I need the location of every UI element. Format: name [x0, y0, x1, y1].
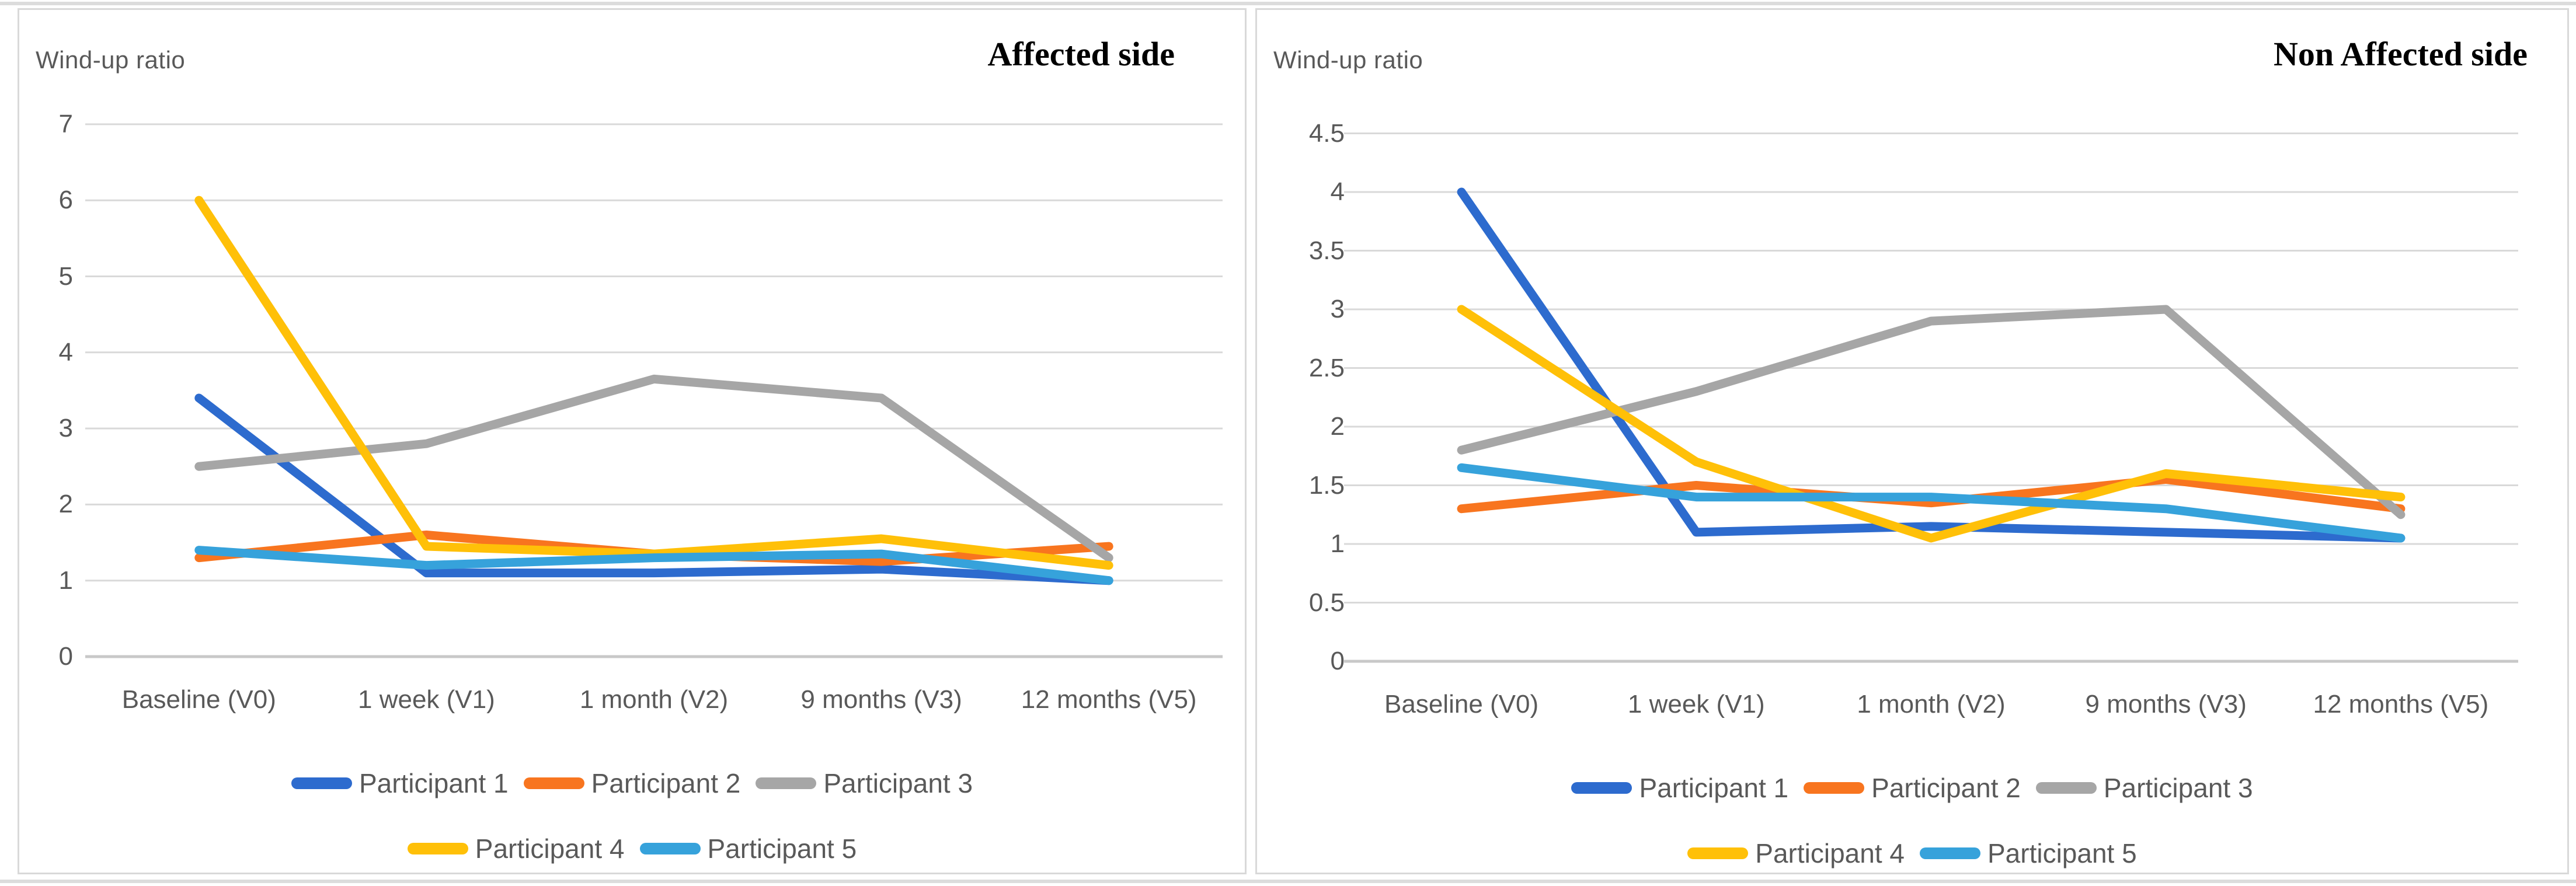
legend-label: Participant 2 [591, 768, 741, 798]
x-axis-label: 12 months (V5) [1021, 685, 1197, 714]
legend-label: Participant 1 [1639, 773, 1789, 803]
x-axis-label: 1 month (V2) [1857, 690, 2006, 718]
legend-swatch [1920, 847, 1980, 859]
legend-row: Participant 1 Participant 2 Participant 3 [291, 768, 973, 799]
series-line-participant-2 [1457, 475, 2406, 514]
x-axis-label: Baseline (V0) [1384, 690, 1539, 718]
figure-bottom-border [0, 880, 2576, 883]
y-axis-tick-label: 7 [58, 109, 73, 138]
chart-panel-non-affected-side: Wind-up ratio Non Affected side 0 0.5 1 1.5… [1255, 8, 2569, 874]
legend-swatch [523, 777, 584, 789]
legend-swatch [639, 843, 701, 854]
chart-title: Affected side [987, 35, 1175, 73]
chart-panel-affected-side: Wind-up ratio Affected side 0 1 2 3 4 5 6 7 Bas… [18, 8, 1247, 874]
y-axis-tick-label: 2 [58, 490, 73, 519]
series-line-participant-4 [1457, 305, 2406, 543]
x-axis-label: 1 week (V1) [358, 685, 495, 714]
figure-top-border [0, 2, 2576, 5]
x-axis-label: Baseline (V0) [121, 685, 276, 714]
legend-item-participant-3: Participant 3 [2035, 772, 2253, 804]
x-axis-label: 9 months (V3) [800, 685, 962, 714]
y-axis-tick-label: 1 [1330, 529, 1345, 558]
y-axis-tick-label: 0.5 [1308, 588, 1345, 617]
legend-item-participant-5: Participant 5 [1920, 838, 2137, 869]
y-axis-tick-label: 1.5 [1308, 470, 1345, 500]
legend-row: Participant 4 Participant 5 [1687, 838, 2137, 869]
legend-swatch [407, 843, 468, 854]
y-axis-tick-label: 4.5 [1308, 118, 1345, 148]
series-line-participant-5 [1457, 463, 2406, 543]
legend-item-participant-4: Participant 4 [407, 833, 625, 864]
legend-item-participant-5: Participant 5 [639, 833, 857, 864]
legend-item-participant-1: Participant 1 [1571, 772, 1788, 804]
legend-label: Participant 4 [475, 833, 625, 864]
y-axis-title: Wind-up ratio [36, 46, 186, 74]
y-axis-tick-label: 3.5 [1308, 236, 1345, 265]
legend-label: Participant 5 [1987, 838, 2137, 868]
y-axis-tick-label: 4 [1330, 177, 1345, 206]
y-axis-title: Wind-up ratio [1273, 46, 1423, 74]
legend-item-participant-1: Participant 1 [291, 768, 509, 799]
legend-label: Participant 4 [1755, 838, 1905, 868]
legend-swatch [1571, 782, 1632, 794]
legend-item-participant-2: Participant 2 [1804, 772, 2021, 804]
x-axis-label: 12 months (V5) [2313, 690, 2489, 718]
legend-swatch [1687, 847, 1749, 859]
x-axis-label: 1 week (V1) [1627, 690, 1765, 718]
y-axis-tick-label: 6 [58, 186, 73, 215]
y-axis-tick-label: 1 [58, 566, 73, 595]
legend-label: Participant 3 [823, 768, 973, 798]
y-axis-tick-label: 2.5 [1308, 353, 1345, 382]
series-line-participant-1 [1457, 187, 2406, 543]
y-axis-tick-label: 4 [58, 337, 73, 367]
x-axis-label: 9 months (V3) [2085, 690, 2247, 718]
line-plot [85, 123, 1223, 658]
line-plot [1344, 132, 2518, 663]
legend-item-participant-2: Participant 2 [523, 768, 741, 799]
y-axis-tick-label: 0 [58, 642, 73, 671]
y-axis-tick-label: 3 [1330, 295, 1345, 323]
y-axis-tick-label: 3 [58, 414, 73, 443]
legend-swatch [756, 777, 817, 789]
legend-label: Participant 1 [358, 768, 509, 798]
legend-item-participant-3: Participant 3 [756, 768, 973, 799]
x-axis-label: 1 month (V2) [579, 685, 729, 714]
series-line-participant-5 [194, 546, 1113, 585]
legend-item-participant-4: Participant 4 [1687, 838, 1905, 869]
y-axis-tick-label: 0 [1330, 647, 1345, 675]
legend-label: Participant 2 [1871, 773, 2021, 803]
series-line-participant-3 [194, 374, 1113, 563]
legend-row: Participant 4 Participant 5 [407, 833, 857, 864]
legend-label: Participant 3 [2103, 773, 2253, 803]
legend-row: Participant 1 Participant 2 Participant 3 [1571, 772, 2253, 804]
legend-swatch [1804, 782, 1865, 794]
y-axis-tick-label: 5 [58, 261, 73, 291]
series-line-participant-1 [194, 393, 1113, 585]
legend-swatch [291, 777, 352, 789]
legend-swatch [2035, 782, 2097, 794]
y-axis-tick-label: 2 [1330, 412, 1345, 441]
legend-label: Participant 5 [707, 833, 857, 864]
chart-title: Non Affected side [2274, 35, 2528, 73]
